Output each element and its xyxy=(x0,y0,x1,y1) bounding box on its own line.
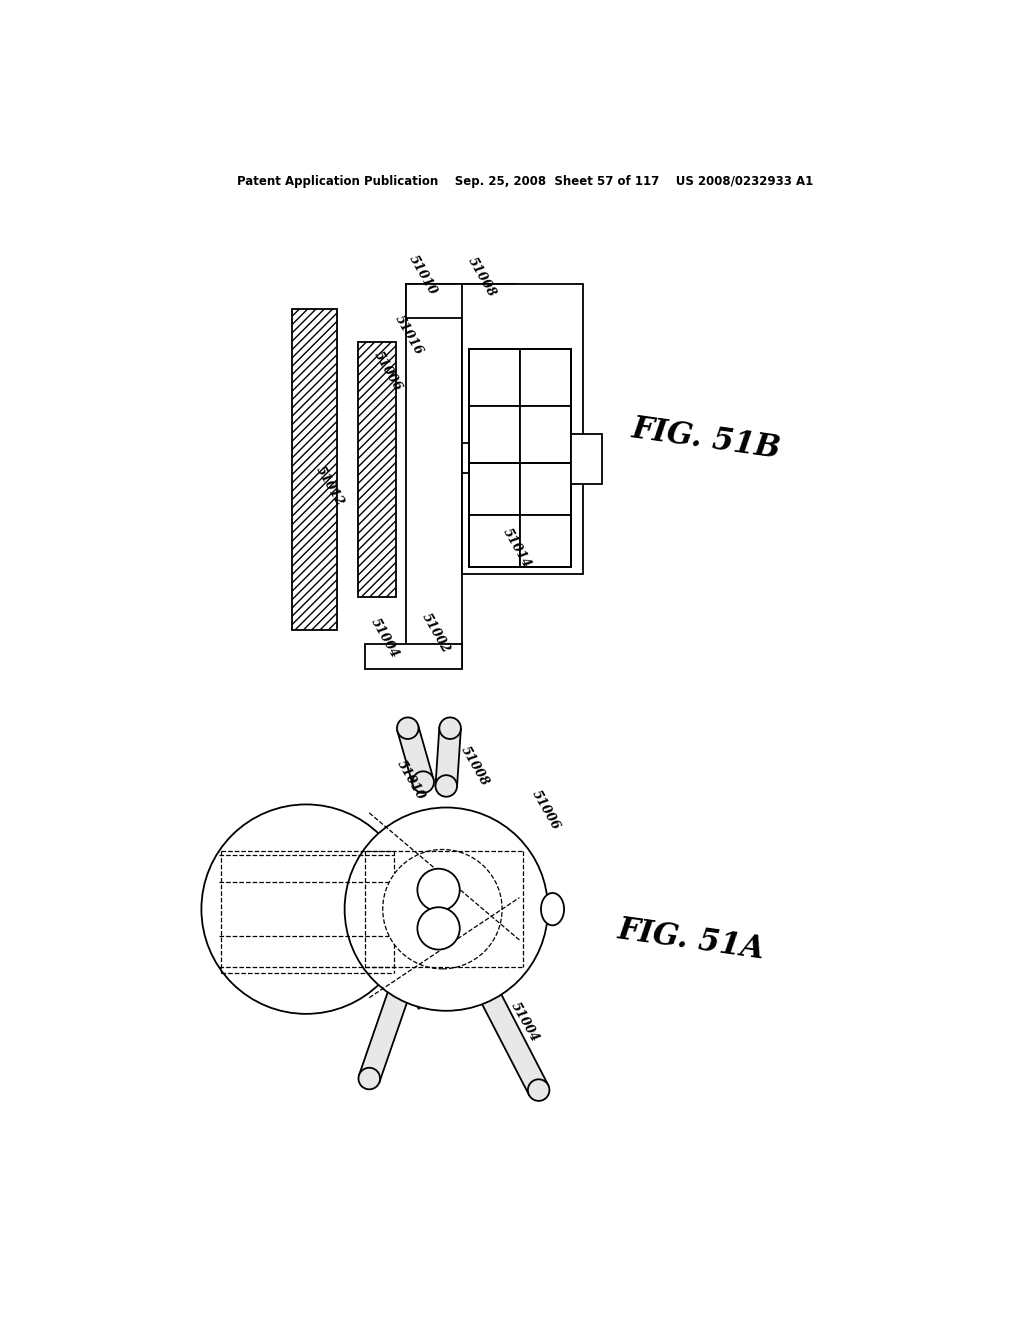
Ellipse shape xyxy=(358,1068,380,1089)
Text: 51002: 51002 xyxy=(394,969,428,1014)
Text: 51014: 51014 xyxy=(500,525,534,570)
Bar xyxy=(469,350,571,462)
Polygon shape xyxy=(435,727,461,787)
Text: 51006: 51006 xyxy=(371,348,403,393)
Ellipse shape xyxy=(418,869,460,911)
Text: 51008: 51008 xyxy=(458,744,490,788)
Ellipse shape xyxy=(413,771,434,793)
Bar xyxy=(469,515,520,566)
Text: 51002: 51002 xyxy=(419,611,453,655)
Ellipse shape xyxy=(383,850,502,969)
Bar xyxy=(357,342,396,598)
Text: 51012: 51012 xyxy=(358,890,391,935)
Bar xyxy=(520,515,571,566)
Bar xyxy=(469,350,520,407)
Bar xyxy=(469,407,520,462)
Bar xyxy=(469,462,520,515)
Polygon shape xyxy=(359,975,414,1082)
Bar xyxy=(469,462,571,566)
Ellipse shape xyxy=(418,907,460,949)
Bar xyxy=(571,434,602,484)
Bar xyxy=(292,309,337,630)
Ellipse shape xyxy=(470,968,492,989)
Text: 51010: 51010 xyxy=(407,252,439,297)
Text: 51012: 51012 xyxy=(313,465,346,508)
Ellipse shape xyxy=(202,804,411,1014)
Text: 51004: 51004 xyxy=(368,616,400,660)
Ellipse shape xyxy=(528,1080,550,1101)
Bar xyxy=(366,644,462,669)
Ellipse shape xyxy=(439,718,461,739)
Ellipse shape xyxy=(393,968,415,989)
Text: 51004: 51004 xyxy=(508,999,541,1044)
Text: 51006: 51006 xyxy=(529,788,562,832)
Bar xyxy=(520,350,571,407)
Bar xyxy=(407,284,462,667)
Bar xyxy=(520,407,571,462)
Polygon shape xyxy=(397,725,433,785)
Ellipse shape xyxy=(435,775,457,797)
Text: FIG. 51A: FIG. 51A xyxy=(615,915,767,966)
Text: 51010: 51010 xyxy=(394,758,428,803)
Polygon shape xyxy=(471,973,548,1096)
Ellipse shape xyxy=(541,892,564,925)
Bar xyxy=(462,284,583,574)
Text: Patent Application Publication    Sep. 25, 2008  Sheet 57 of 117    US 2008/0232: Patent Application Publication Sep. 25, … xyxy=(237,176,813,187)
Ellipse shape xyxy=(397,718,419,739)
Ellipse shape xyxy=(345,808,548,1011)
Text: 51008: 51008 xyxy=(466,255,499,300)
Text: FIG. 51B: FIG. 51B xyxy=(630,413,782,465)
Text: 51016: 51016 xyxy=(392,313,426,358)
Bar xyxy=(520,462,571,515)
Bar xyxy=(407,284,515,318)
